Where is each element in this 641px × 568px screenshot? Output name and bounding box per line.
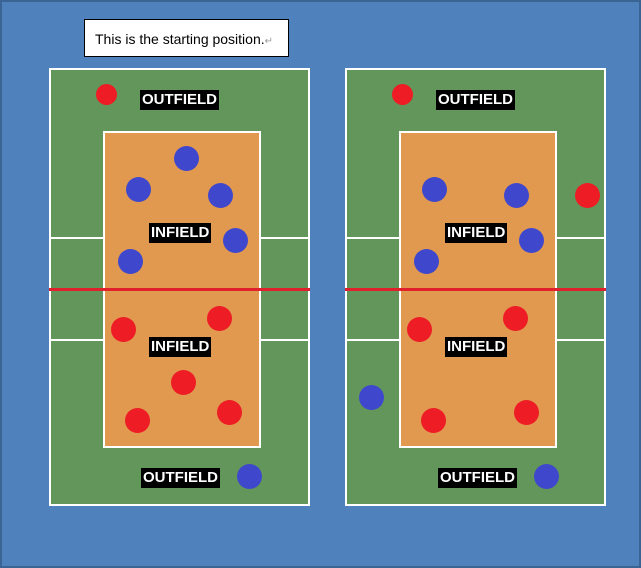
infield-label-top: INFIELD (445, 223, 508, 243)
center-net-line (345, 288, 606, 291)
blue-player (237, 464, 262, 489)
red-player (125, 408, 150, 433)
blue-player (208, 183, 233, 208)
outfield-label-top: OUTFIELD (140, 90, 219, 110)
outfield-label-bottom: OUTFIELD (141, 468, 220, 488)
blue-player (422, 177, 447, 202)
red-player (111, 317, 136, 342)
infield-label-bottom: INFIELD (445, 337, 508, 357)
caption-text: This is the starting position. (95, 31, 265, 47)
red-player (407, 317, 432, 342)
outfield-label-bottom: OUTFIELD (438, 468, 517, 488)
caption-box: This is the starting position.↵ (84, 19, 289, 57)
red-player (503, 306, 528, 331)
blue-player (223, 228, 248, 253)
red-player (392, 84, 413, 105)
blue-player (174, 146, 199, 171)
blue-player (414, 249, 439, 274)
infield-label-top: INFIELD (149, 223, 212, 243)
red-player (217, 400, 242, 425)
blue-player (519, 228, 544, 253)
red-player (96, 84, 117, 105)
outfield-label-top: OUTFIELD (436, 90, 515, 110)
blue-player (126, 177, 151, 202)
red-player (171, 370, 196, 395)
blue-player (118, 249, 143, 274)
blue-player (359, 385, 384, 410)
blue-player (504, 183, 529, 208)
paragraph-mark: ↵ (264, 36, 274, 47)
blue-player (534, 464, 559, 489)
red-player (421, 408, 446, 433)
court-right: OUTFIELD INFIELD INFIELD OUTFIELD (345, 68, 606, 506)
red-player (514, 400, 539, 425)
center-net-line (49, 288, 310, 291)
court-left: OUTFIELD INFIELD INFIELD OUTFIELD (49, 68, 310, 506)
red-player (575, 183, 600, 208)
red-player (207, 306, 232, 331)
infield-label-bottom: INFIELD (149, 337, 212, 357)
